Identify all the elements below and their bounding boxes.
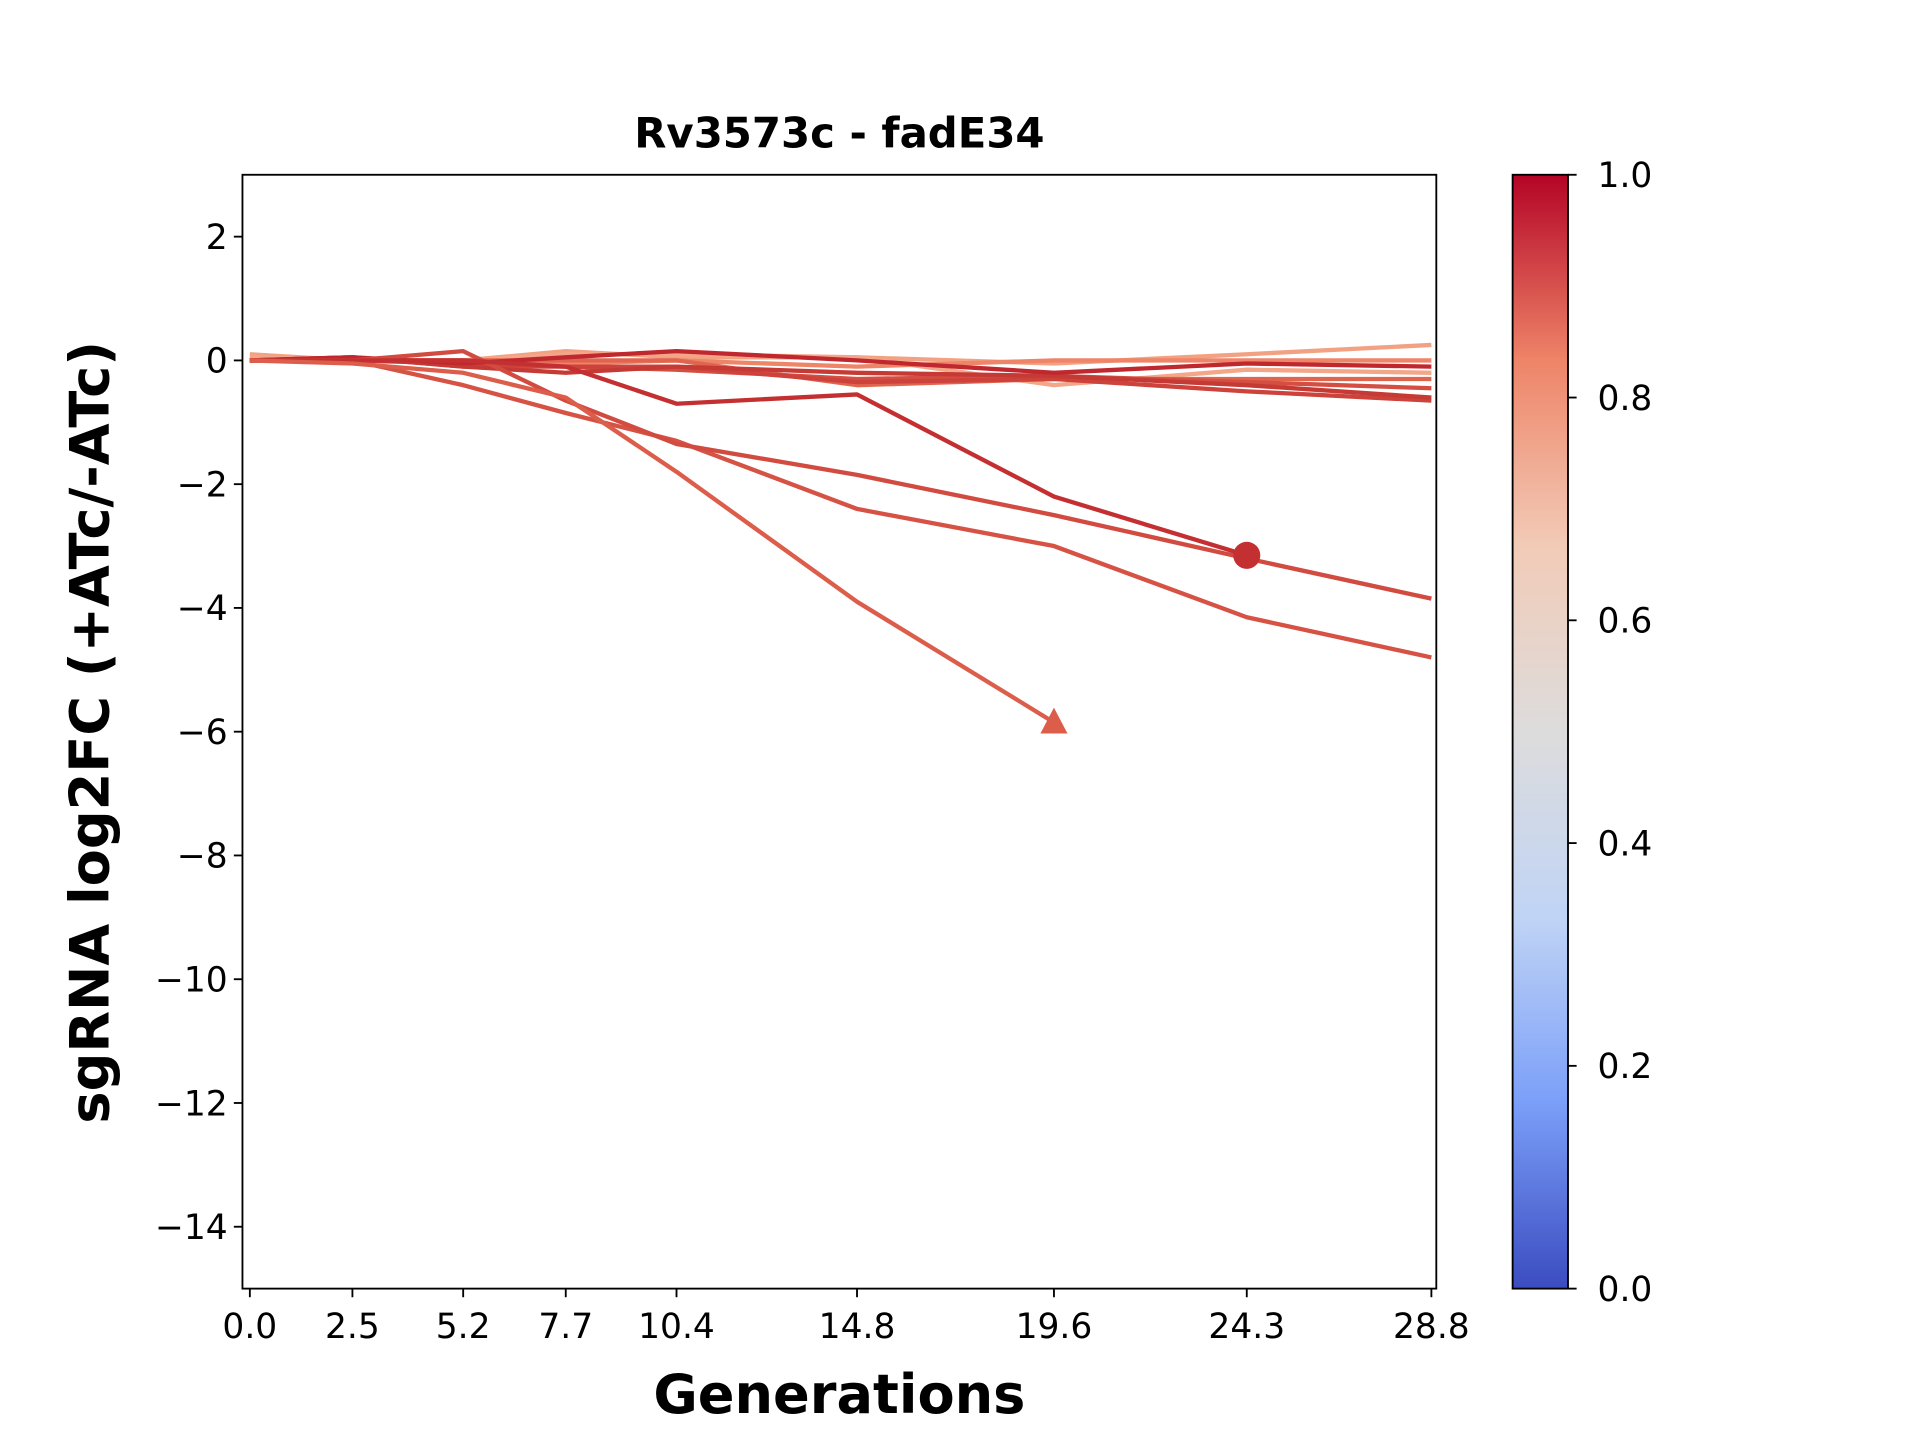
x-tick-label: 14.8 [819, 1307, 896, 1347]
y-tick-label: 0 [206, 342, 228, 382]
y-tick-label: −10 [155, 961, 228, 1001]
y-tick-label: −12 [155, 1084, 228, 1124]
colorbar-tick-label: 0.4 [1598, 824, 1653, 864]
y-tick-label: −2 [177, 465, 228, 505]
x-tick-label: 24.3 [1208, 1307, 1285, 1347]
x-tick-label: 5.2 [436, 1307, 491, 1347]
x-tick-label: 0.0 [222, 1307, 277, 1347]
y-tick-label: −14 [155, 1208, 228, 1248]
y-tick-label: −4 [177, 589, 228, 629]
x-tick-label: 28.8 [1393, 1307, 1470, 1347]
colorbar-tick-label: 0.6 [1598, 602, 1653, 642]
chart-title: Rv3573c - fadE34 [634, 109, 1044, 158]
x-axis-label: Generations [653, 1363, 1025, 1426]
series-line [249, 358, 1432, 660]
x-tick-label: 19.6 [1016, 1307, 1093, 1347]
series-marker [1040, 707, 1068, 734]
series-line [249, 358, 1248, 558]
series-line [249, 358, 1056, 725]
series-marker [1233, 541, 1261, 569]
y-tick-label: −8 [177, 837, 228, 877]
colorbar-tick-label: 0.8 [1598, 379, 1653, 419]
colorbar-tick-label: 0.0 [1598, 1270, 1653, 1310]
plot-frame [241, 173, 1438, 1290]
colorbar-tick-label: 1.0 [1598, 156, 1653, 196]
colorbar [1511, 173, 1569, 1290]
x-tick-label: 2.5 [325, 1307, 380, 1347]
x-tick-label: 10.4 [638, 1307, 715, 1347]
y-tick-label: 2 [206, 218, 228, 258]
y-axis-label: sgRNA log2FC (+ATc/-ATc) [58, 341, 121, 1124]
y-tick-label: −6 [177, 713, 228, 753]
x-tick-label: 7.7 [538, 1307, 593, 1347]
series-line [249, 348, 1432, 601]
colorbar-tick-label: 0.2 [1598, 1047, 1653, 1087]
